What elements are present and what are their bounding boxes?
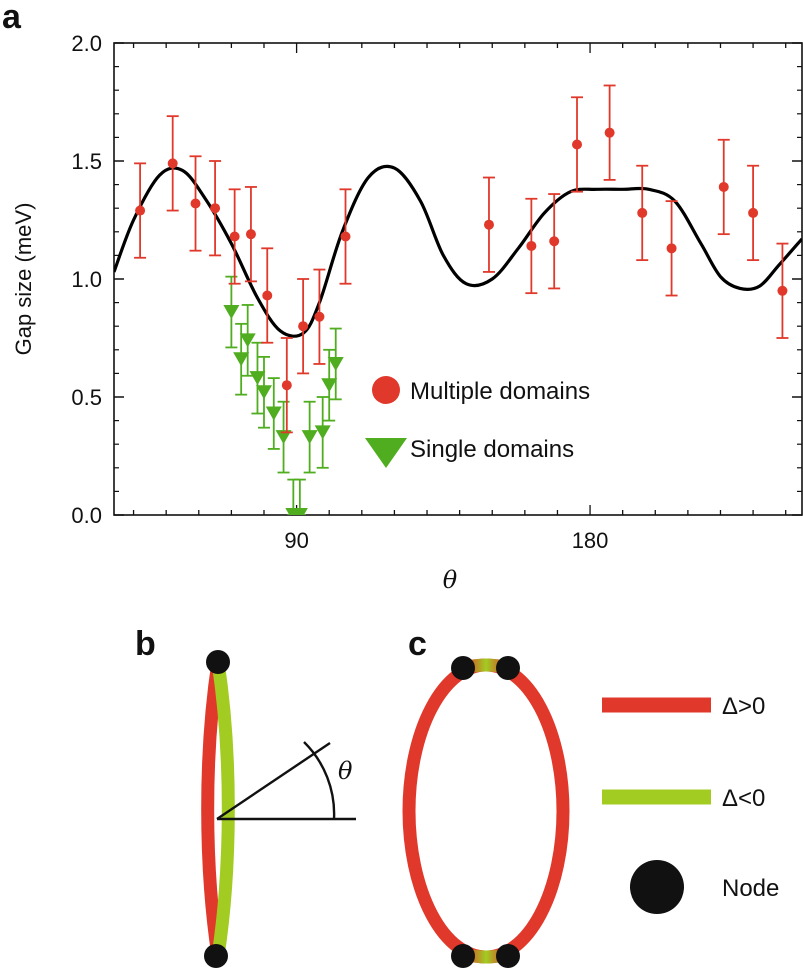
ring-b-positive-half <box>201 661 225 957</box>
angle-arc <box>303 741 336 820</box>
multiple-domain-point <box>748 207 759 218</box>
diagram-c <box>402 656 570 968</box>
diagram-b: θ <box>201 650 356 968</box>
single-domain-point <box>233 352 250 367</box>
single-domain-point <box>223 305 240 320</box>
y-axis: 0.0 0.5 1.0 1.5 2.0 <box>71 31 802 528</box>
single-domain-point <box>239 333 256 348</box>
legend-negative-label: Δ<0 <box>722 785 765 812</box>
multiple-domain-point <box>572 139 583 150</box>
multiple-domain-point <box>135 205 146 216</box>
legend-node-icon <box>630 860 684 914</box>
plot-area: 0.0 0.5 1.0 1.5 2.0 90 180 Multiple domains S… <box>11 31 803 594</box>
node-c-bottom-left <box>451 944 475 968</box>
y-tick-label: 1.0 <box>71 267 102 292</box>
multiple-domain-point <box>262 290 273 301</box>
single-domain-point <box>265 406 282 421</box>
node-c-top-right <box>496 656 520 680</box>
legend-positive-label: Δ>0 <box>722 693 765 720</box>
legend-node-label: Node <box>722 875 779 902</box>
single-domain-point <box>255 385 272 400</box>
multiple-domain-point <box>314 311 325 322</box>
multiple-domain-point <box>210 203 221 214</box>
x-tick-label: 90 <box>284 528 308 553</box>
single-domain-point <box>249 371 266 386</box>
angle-ray-line <box>216 742 331 820</box>
multiple-domain-point <box>281 380 292 391</box>
multiple-domain-point <box>718 181 729 192</box>
multiple-domain-point <box>549 236 560 247</box>
multiple-domain-point <box>526 240 537 251</box>
panel-label-a: a <box>2 0 22 36</box>
single-domain-point <box>314 425 331 440</box>
theta-label: θ <box>338 757 353 785</box>
multiple-domain-point <box>190 198 201 209</box>
y-tick-label: 2.0 <box>71 31 102 56</box>
node-c-top-left <box>451 656 475 680</box>
node-c-bottom-right <box>496 944 520 968</box>
single-domain-point <box>275 430 292 445</box>
multiple-domain-point <box>298 321 309 332</box>
ring-b-negative-half <box>211 661 235 957</box>
single-domain-point <box>321 378 338 393</box>
multiple-domain-point <box>167 158 178 169</box>
fit-curve <box>114 164 802 338</box>
multiple-domain-point <box>340 231 351 242</box>
series-single-domains <box>223 275 344 515</box>
multiple-domain-point <box>604 127 615 138</box>
series-multiple-domains <box>134 84 789 434</box>
y-axis-title: Gap size (meV) <box>11 203 36 356</box>
single-domain-point <box>291 508 308 515</box>
multiple-domain-point <box>229 231 240 242</box>
node-b-bottom <box>204 944 228 968</box>
ring-c <box>402 658 570 964</box>
legend-marker-multiple <box>372 376 400 404</box>
y-tick-label: 0.0 <box>71 503 102 528</box>
multiple-domain-point <box>245 229 256 240</box>
legend-label-multiple: Multiple domains <box>410 378 590 405</box>
multiple-domain-point <box>483 219 494 230</box>
legend-label-single: Single domains <box>410 436 574 463</box>
multiple-domain-point <box>777 285 788 296</box>
panel-label-c: c <box>408 625 427 663</box>
panel-label-b: b <box>135 625 156 663</box>
y-tick-label: 1.5 <box>71 149 102 174</box>
y-tick-label: 0.5 <box>71 385 102 410</box>
x-tick-label: 180 <box>572 528 609 553</box>
single-domain-point <box>327 356 344 371</box>
multiple-domain-point <box>637 207 648 218</box>
multiple-domain-point <box>666 243 677 254</box>
x-axis-title: θ <box>443 566 458 594</box>
legend-marker-single <box>365 438 407 468</box>
diagram-legend: Δ>0 Δ<0 Node <box>602 693 779 914</box>
single-domain-point <box>301 430 318 445</box>
node-b-top <box>206 650 230 674</box>
chart-legend: Multiple domains Single domains <box>365 376 590 468</box>
x-axis: 90 180 <box>132 43 787 553</box>
